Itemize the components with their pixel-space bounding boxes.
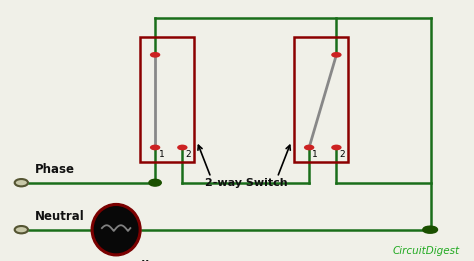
Circle shape bbox=[149, 179, 161, 186]
Circle shape bbox=[304, 145, 314, 150]
Text: 1: 1 bbox=[312, 150, 318, 159]
Circle shape bbox=[15, 226, 28, 233]
Text: 2-way Switch: 2-way Switch bbox=[205, 178, 288, 188]
Text: 2: 2 bbox=[185, 150, 191, 159]
Circle shape bbox=[150, 52, 160, 58]
Bar bbox=[294, 37, 348, 162]
Circle shape bbox=[150, 145, 160, 150]
Text: Phase: Phase bbox=[35, 163, 74, 176]
Text: Neutral: Neutral bbox=[35, 210, 84, 223]
Circle shape bbox=[331, 52, 342, 58]
Circle shape bbox=[423, 226, 435, 233]
Circle shape bbox=[177, 145, 188, 150]
Text: Bulb: Bulb bbox=[125, 260, 155, 261]
Text: 1: 1 bbox=[159, 150, 164, 159]
Circle shape bbox=[425, 226, 438, 233]
Ellipse shape bbox=[94, 207, 138, 253]
Circle shape bbox=[331, 145, 342, 150]
Bar bbox=[140, 37, 194, 162]
Text: 2: 2 bbox=[339, 150, 345, 159]
Circle shape bbox=[15, 179, 28, 186]
Text: CircuitDigest: CircuitDigest bbox=[392, 246, 460, 256]
Ellipse shape bbox=[91, 204, 141, 256]
